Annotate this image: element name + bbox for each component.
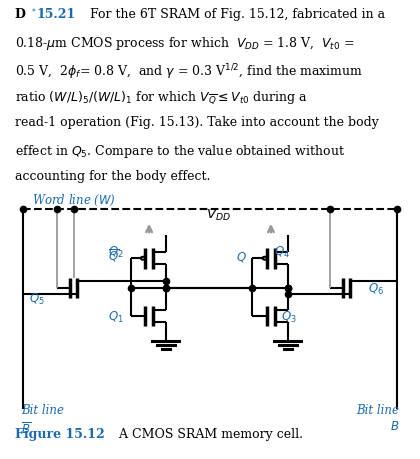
Text: For the 6T SRAM of Fig. 15.12, fabricated in a: For the 6T SRAM of Fig. 15.12, fabricate… xyxy=(90,8,386,21)
Text: $Q_1$: $Q_1$ xyxy=(108,309,123,325)
Text: ratio $(W/L)_5/(W/L)_1$ for which $V_{\overline{Q}} \leq V_{t0}$ during a: ratio $(W/L)_5/(W/L)_1$ for which $V_{\o… xyxy=(15,89,307,106)
Text: Figure 15.12: Figure 15.12 xyxy=(15,427,105,440)
Text: $Q_6$: $Q_6$ xyxy=(368,281,383,296)
Text: $Q_3$: $Q_3$ xyxy=(281,309,297,325)
Text: A CMOS SRAM memory cell.: A CMOS SRAM memory cell. xyxy=(111,427,303,440)
Text: $V_{DD}$: $V_{DD}$ xyxy=(206,207,231,223)
Text: accounting for the body effect.: accounting for the body effect. xyxy=(15,170,210,183)
Text: 0.18-$\mu$m CMOS process for which  $V_{DD}$ = 1.8 V,  $V_{t0}$ =: 0.18-$\mu$m CMOS process for which $V_{D… xyxy=(15,35,354,52)
Text: read-1 operation (Fig. 15.13). Take into account the body: read-1 operation (Fig. 15.13). Take into… xyxy=(15,116,378,129)
Text: Bit line
$B$: Bit line $B$ xyxy=(356,403,399,432)
Text: $Q_4$: $Q_4$ xyxy=(274,245,290,260)
Text: Bit line
$\overline{B}$: Bit line $\overline{B}$ xyxy=(21,403,64,436)
Text: Word line ($W$): Word line ($W$) xyxy=(32,192,116,207)
Text: $Q_5$: $Q_5$ xyxy=(29,291,45,306)
Text: $^*$: $^*$ xyxy=(30,8,37,18)
Text: 0.5 V,  2$\phi_f$= 0.8 V,  and $\gamma$ = 0.3 V$^{1/2}$, find the maximum: 0.5 V, 2$\phi_f$= 0.8 V, and $\gamma$ = … xyxy=(15,62,363,81)
Text: $\overline{Q}$: $\overline{Q}$ xyxy=(108,246,119,263)
Text: D: D xyxy=(15,8,26,21)
Text: $Q_2$: $Q_2$ xyxy=(108,245,123,260)
Text: 15.21: 15.21 xyxy=(37,8,76,21)
Text: $Q$: $Q$ xyxy=(236,250,247,263)
Text: effect in $Q_5$. Compare to the value obtained without: effect in $Q_5$. Compare to the value ob… xyxy=(15,143,345,160)
